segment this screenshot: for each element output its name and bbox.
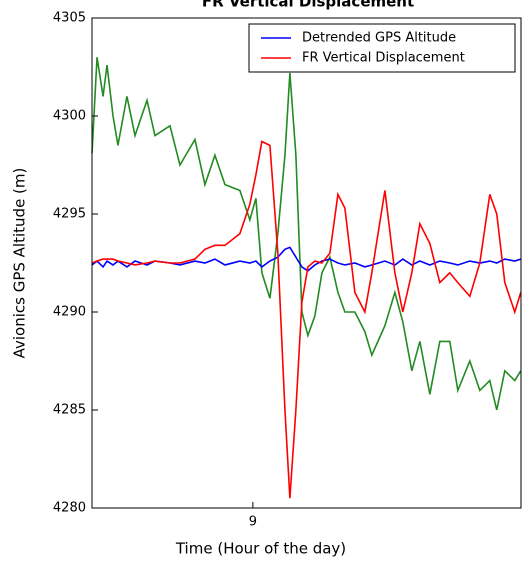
- x-axis-label: Time (Hour of the day): [175, 540, 346, 558]
- plot-frame: [91, 17, 522, 509]
- chart-title: FR Vertical Displacement: [202, 0, 414, 11]
- y-tick-label: 4300: [53, 109, 86, 124]
- y-tick-label: 4285: [53, 403, 86, 418]
- y-tick-label: 4290: [53, 305, 86, 320]
- series-line: [91, 140, 522, 499]
- y-tick-label: 4295: [53, 207, 86, 222]
- y-tick-label: 4280: [53, 501, 86, 516]
- y-axis-label: Avionics GPS Altitude (m): [11, 168, 29, 359]
- series-line: [91, 57, 522, 411]
- x-tick-label: 9: [249, 515, 257, 530]
- y-tick-label: 4305: [53, 11, 86, 26]
- legend-label: FR Vertical Displacement: [302, 51, 465, 66]
- legend-label: Detrended GPS Altitude: [302, 31, 456, 46]
- legend-box: [248, 23, 516, 73]
- series-line: [91, 246, 522, 272]
